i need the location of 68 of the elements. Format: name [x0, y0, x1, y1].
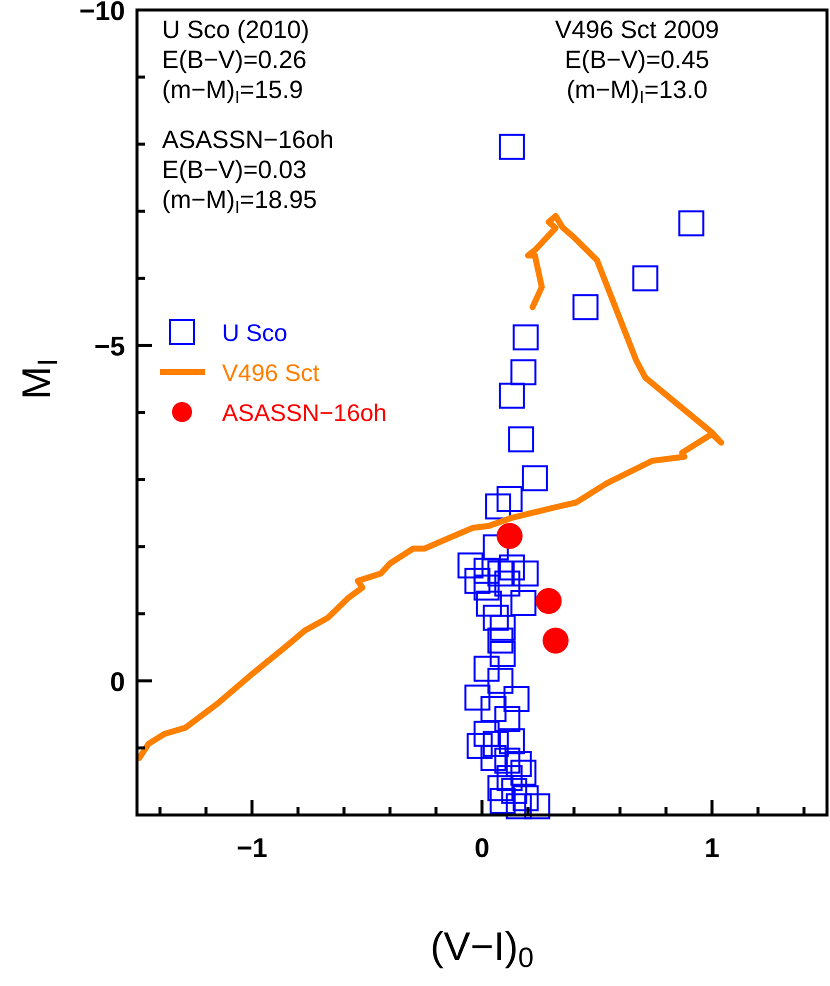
point	[464, 684, 490, 711]
point	[524, 793, 550, 820]
point	[480, 696, 506, 722]
point	[510, 590, 536, 616]
point	[498, 382, 525, 409]
point	[485, 493, 512, 520]
point	[522, 465, 548, 492]
y-tick-label: −5	[94, 331, 125, 362]
legend-label: U Sco	[222, 320, 288, 347]
x-tick-label: −1	[236, 833, 268, 863]
point	[508, 426, 534, 452]
point	[476, 590, 502, 617]
point	[632, 265, 658, 292]
point	[506, 751, 532, 778]
point	[474, 656, 500, 682]
annotation: E(B−V)=0.45	[564, 46, 710, 74]
point	[572, 294, 598, 320]
point	[496, 765, 523, 792]
x-tick-label: 1	[704, 833, 720, 863]
legend-label: V496 Sct	[222, 360, 320, 387]
point	[510, 359, 536, 386]
point	[487, 628, 514, 654]
point	[482, 604, 509, 631]
point	[512, 560, 539, 586]
annotation: (m−M)$_{I}$=13.0	[566, 76, 708, 106]
point	[494, 570, 520, 597]
annotation: (m−M)$_{I}$=18.95	[162, 186, 317, 216]
point	[512, 324, 539, 350]
annotation: E(B−V)=0.03	[162, 156, 307, 184]
point	[464, 568, 490, 594]
annotation: U Sco (2010)	[162, 16, 310, 44]
y-tick-label: 0	[110, 666, 125, 697]
point	[498, 134, 525, 160]
point	[487, 560, 514, 586]
point	[474, 574, 500, 601]
point	[487, 775, 514, 802]
point	[498, 554, 525, 580]
point	[482, 730, 509, 757]
point	[474, 720, 500, 747]
point	[490, 641, 516, 667]
point	[496, 522, 523, 549]
annotation: ASASSN−16oh	[162, 126, 334, 154]
point	[510, 760, 536, 786]
point	[494, 706, 520, 732]
point	[490, 788, 516, 814]
point	[490, 614, 516, 641]
point	[480, 744, 506, 771]
point	[494, 748, 520, 774]
annotation: (m−M)$_{I}$=15.9	[162, 76, 304, 106]
point	[678, 210, 704, 236]
point	[466, 732, 493, 759]
point	[504, 686, 530, 712]
point	[542, 628, 569, 654]
x-tick-label: 0	[474, 833, 490, 863]
point	[474, 558, 500, 584]
point	[506, 793, 532, 820]
point	[501, 778, 528, 804]
point	[487, 668, 514, 694]
point	[496, 486, 523, 512]
point	[458, 552, 484, 578]
y-tick-label: −10	[79, 0, 125, 26]
x-axis-title: (V−I)$_{0}$	[430, 925, 534, 973]
point	[498, 728, 525, 754]
point	[512, 785, 539, 812]
annotation: V496 Sct 2009	[554, 16, 720, 44]
legend-label: ASASSN−16oh	[222, 400, 387, 427]
annotation: E(B−V)=0.26	[162, 46, 307, 74]
point	[536, 588, 562, 614]
